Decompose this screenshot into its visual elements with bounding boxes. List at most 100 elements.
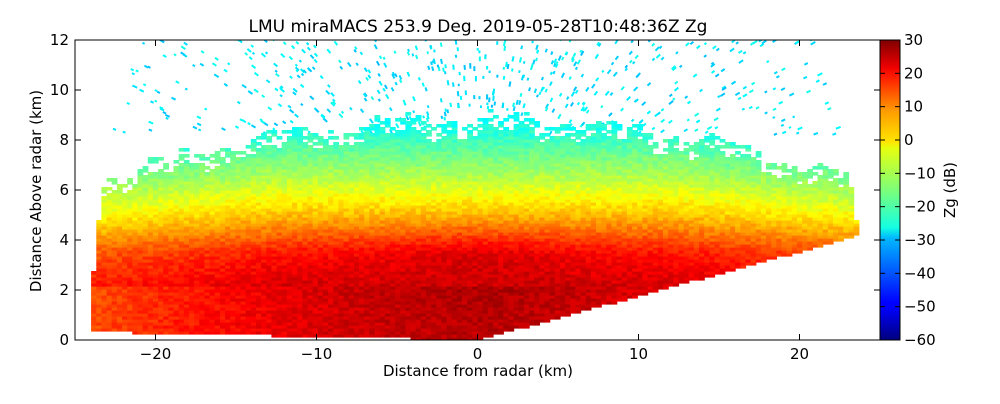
speckle-echo — [523, 104, 524, 108]
speckle-echo — [513, 56, 514, 61]
speckle-echo — [711, 63, 713, 65]
speckle-echo — [657, 54, 661, 58]
speckle-echo — [715, 127, 718, 129]
speckle-echo — [532, 41, 533, 43]
speckle-echo — [551, 52, 552, 55]
speckle-echo — [290, 121, 293, 123]
speckle-echo — [680, 66, 682, 68]
speckle-echo — [632, 119, 634, 121]
speckle-echo — [550, 82, 552, 86]
speckle-echo — [416, 46, 417, 50]
speckle-echo — [669, 101, 673, 104]
radar-cell — [96, 220, 102, 224]
speckle-echo — [444, 117, 445, 120]
speckle-echo — [445, 64, 446, 68]
speckle-echo — [521, 46, 522, 50]
speckle-echo — [326, 91, 330, 95]
speckle-echo — [533, 60, 534, 64]
speckle-echo — [504, 42, 505, 46]
speckle-echo — [308, 68, 312, 72]
speckle-echo — [503, 103, 504, 108]
speckle-echo — [578, 60, 581, 64]
speckle-echo — [269, 37, 272, 40]
speckle-echo — [288, 106, 291, 108]
speckle-echo — [214, 74, 219, 77]
speckle-echo — [614, 72, 617, 76]
speckle-echo — [661, 130, 665, 133]
speckle-echo — [690, 42, 693, 45]
speckle-echo — [443, 68, 444, 72]
speckle-echo — [408, 52, 409, 56]
speckle-echo — [521, 93, 522, 97]
speckle-echo — [514, 107, 515, 111]
speckle-echo — [519, 100, 520, 104]
speckle-echo — [423, 83, 424, 87]
speckle-echo — [609, 113, 612, 116]
speckle-echo — [183, 55, 187, 57]
speckle-echo — [738, 98, 741, 100]
speckle-echo — [586, 87, 589, 91]
speckle-echo — [396, 124, 398, 128]
speckle-echo — [278, 104, 281, 107]
speckle-echo — [266, 52, 268, 54]
speckle-echo — [661, 57, 664, 60]
speckle-echo — [665, 37, 667, 40]
radar-cell — [91, 271, 97, 275]
speckle-echo — [715, 74, 719, 77]
speckle-echo — [774, 72, 777, 74]
speckle-echo — [630, 60, 632, 63]
speckle-echo — [441, 98, 442, 102]
speckle-echo — [361, 109, 364, 113]
speckle-echo — [199, 129, 201, 130]
speckle-echo — [648, 83, 651, 86]
speckle-echo — [571, 103, 573, 107]
speckle-echo — [447, 110, 448, 114]
speckle-echo — [359, 81, 361, 84]
speckle-echo — [427, 51, 428, 53]
speckle-echo — [383, 88, 385, 91]
speckle-echo — [248, 91, 252, 94]
speckle-echo — [123, 132, 126, 133]
speckle-echo — [408, 72, 410, 76]
speckle-echo — [296, 70, 298, 72]
speckle-echo — [293, 89, 297, 93]
speckle-echo — [350, 108, 352, 110]
speckle-echo — [339, 114, 343, 118]
speckle-echo — [762, 41, 766, 44]
speckle-echo — [661, 109, 663, 111]
speckle-echo — [562, 57, 563, 60]
speckle-echo — [434, 59, 435, 64]
speckle-echo — [295, 114, 299, 117]
speckle-echo — [354, 50, 356, 53]
speckle-echo — [807, 91, 811, 93]
speckle-echo — [639, 121, 642, 124]
speckle-echo — [193, 127, 197, 129]
speckle-echo — [652, 128, 655, 130]
speckle-echo — [520, 57, 521, 62]
speckle-echo — [251, 45, 253, 47]
speckle-echo — [811, 42, 816, 45]
speckle-echo — [714, 118, 718, 120]
reflectivity-field — [91, 109, 859, 341]
speckle-echo — [634, 87, 638, 91]
speckle-echo — [143, 43, 145, 44]
speckle-echo — [730, 48, 734, 51]
speckle-echo — [566, 104, 568, 108]
speckle-echo — [546, 89, 547, 92]
speckle-echo — [445, 71, 446, 74]
speckle-echo — [426, 87, 427, 91]
speckle-echo — [655, 114, 658, 117]
speckle-echo — [416, 55, 417, 59]
speckle-echo — [732, 82, 736, 85]
speckle-echo — [767, 61, 769, 62]
speckle-echo — [551, 98, 553, 102]
speckle-echo — [284, 42, 286, 44]
speckle-echo — [684, 129, 687, 131]
speckle-echo — [432, 67, 433, 71]
speckle-echo — [627, 97, 631, 101]
speckle-echo — [224, 84, 227, 86]
speckle-echo — [642, 102, 646, 105]
speckle-echo — [361, 52, 363, 55]
speckle-echo — [247, 49, 251, 52]
speckle-echo — [773, 36, 775, 38]
